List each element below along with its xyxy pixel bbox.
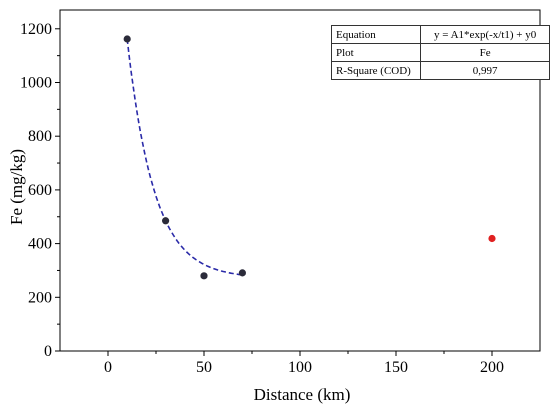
fit-value-equation: y = A1*exp(-x/t1) + y0 bbox=[420, 25, 550, 44]
fit-row-r-square: R-Square (COD) 0,997 bbox=[330, 61, 550, 80]
x-tick-label: 0 bbox=[104, 359, 112, 376]
data-point bbox=[238, 269, 246, 277]
x-tick-label: 50 bbox=[196, 359, 212, 376]
x-axis-title: Distance (km) bbox=[254, 385, 351, 404]
points-layer bbox=[123, 35, 496, 280]
fit-value-r-square: 0,997 bbox=[420, 61, 550, 80]
fit-curve-layer bbox=[126, 38, 243, 276]
y-tick-label: 400 bbox=[28, 236, 52, 253]
y-tick-label: 800 bbox=[28, 128, 52, 145]
y-tick-label: 600 bbox=[28, 182, 52, 199]
y-tick-label: 1000 bbox=[20, 74, 52, 91]
y-tick-label: 200 bbox=[28, 289, 52, 306]
outlier-point bbox=[488, 234, 496, 243]
x-tick-label: 200 bbox=[480, 359, 504, 376]
fit-value-plot: Fe bbox=[420, 43, 550, 62]
fit-row-plot: Plot Fe bbox=[330, 43, 550, 62]
y-tick-label: 1200 bbox=[20, 21, 52, 38]
fit-key-equation: Equation bbox=[330, 25, 422, 44]
y-tick-label: 0 bbox=[44, 343, 52, 360]
x-tick-label: 100 bbox=[288, 359, 312, 376]
y-axis-ticks: 0 200 400 600 800 1000 1200 bbox=[20, 21, 60, 360]
data-point bbox=[123, 35, 131, 43]
data-point bbox=[162, 217, 170, 225]
x-axis-ticks: 0 50 100 150 200 bbox=[104, 351, 504, 376]
fit-curve bbox=[126, 38, 243, 276]
fit-results-table: Equation y = A1*exp(-x/t1) + y0 Plot Fe … bbox=[330, 25, 550, 80]
fit-key-r-square: R-Square (COD) bbox=[330, 61, 422, 80]
data-point bbox=[200, 272, 208, 280]
fit-key-plot: Plot bbox=[330, 43, 422, 62]
y-axis-title: Fe (mg/kg) bbox=[7, 149, 26, 225]
x-tick-label: 150 bbox=[384, 359, 408, 376]
fit-row-equation: Equation y = A1*exp(-x/t1) + y0 bbox=[330, 25, 550, 44]
